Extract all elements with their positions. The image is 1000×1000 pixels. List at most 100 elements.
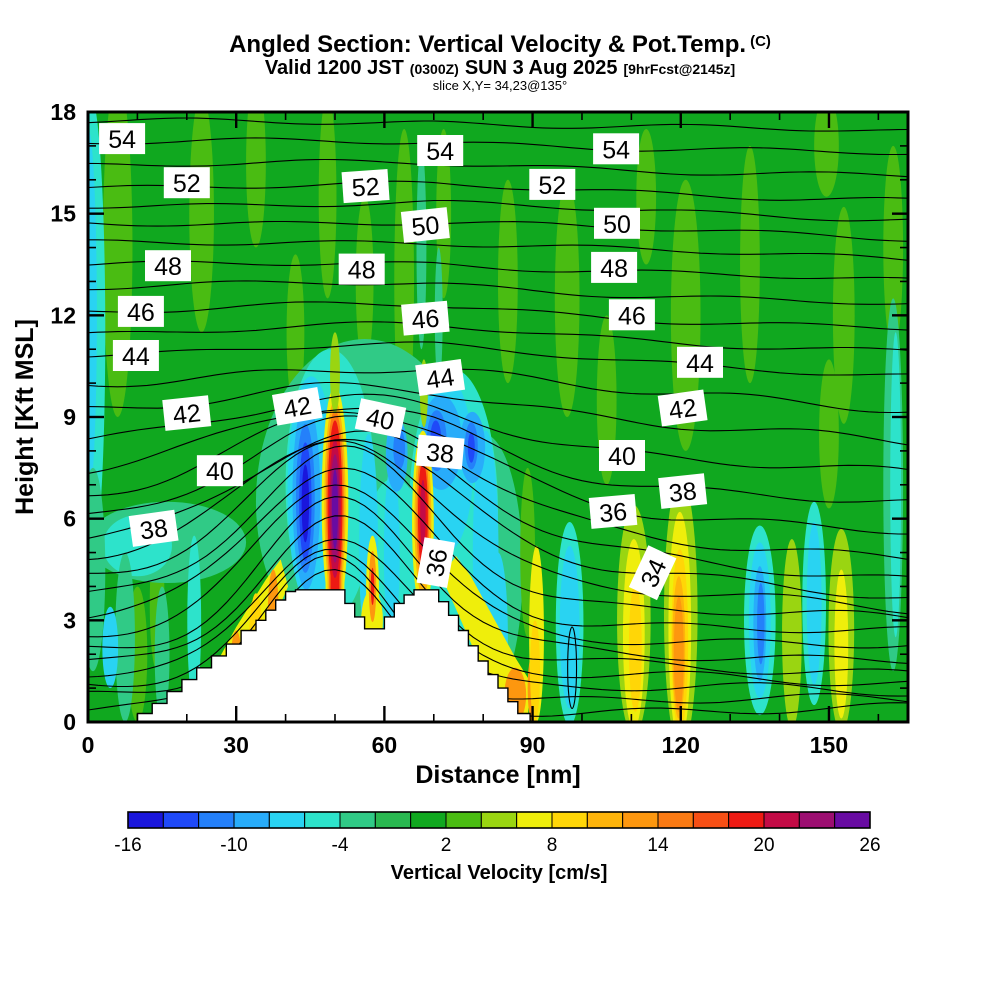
field-blob [246,112,266,248]
isotherm-line [88,368,908,414]
contour-label-box [401,300,450,336]
field-blob [383,464,400,641]
x-tick-label: 150 [810,732,848,758]
contour-label: 38 [415,434,465,470]
isotherm-line [88,199,908,222]
contour-label-box [162,395,212,431]
contour-label-text: 40 [206,458,234,486]
isotherm-line [88,393,908,471]
contour-label-text: 50 [603,211,631,239]
isotherm-line [88,438,908,599]
contour-label-box [677,346,723,378]
terrain-profile [136,589,531,722]
slice-label: slice X,Y= 34,23@135° [432,78,568,93]
field-blob [673,596,684,712]
field-blob [187,535,202,706]
isotherm-line [88,515,908,675]
colorbar-cell [445,811,482,829]
colorbar-tick-label: 26 [859,835,880,856]
contour-label-text: 36 [421,547,453,579]
colorbar-cell [304,811,341,829]
field-blob [782,539,802,722]
contour-label-text: 44 [686,350,714,378]
x-tick-label: 0 [82,732,95,758]
contour-label-box [628,545,677,601]
isotherm-line [88,117,908,132]
field-blob [331,469,339,550]
page-title: Angled Section: Vertical Velocity & Pot.… [0,31,1000,59]
isotherm-line [88,341,908,376]
field-blob [420,479,426,551]
field-blob [154,586,170,722]
contour-label-text: 44 [122,343,150,371]
field-blob [554,179,580,417]
colorbar-cell [834,811,871,829]
x-axis-title: Distance [nm] [415,761,580,789]
colorbar-border [127,811,871,829]
isotherm-closed-oval [567,626,578,709]
contour-label-box [417,135,464,166]
isotherm-line [88,411,908,535]
colorbar-tick-label: -10 [220,835,247,856]
colorbar: -16 -10 -4 2 8 14 20 26 [114,811,881,856]
y-tick-label: 3 [63,607,76,633]
isotherm-line [88,260,908,280]
contour-label-text: 44 [425,363,457,395]
contour-label: 52 [529,168,576,200]
valid-time: Valid 1200 JST [264,57,404,79]
contour-label: 48 [338,253,385,285]
y-tick-label: 18 [50,99,76,125]
y-tick-label: 15 [50,201,76,227]
field-blob [890,332,902,638]
contour-label-text: 38 [425,438,455,468]
contour-label-text: 40 [364,403,397,436]
contour-label-box [99,123,146,155]
colorbar-cell [763,811,800,829]
contour-label-box [415,434,465,470]
title-unit: (C) [750,33,771,50]
isotherm-line [88,430,908,577]
colorbar-cell [657,811,694,829]
colorbar-cell [127,811,164,829]
subtitle: Valid 1200 JST (0300Z) SUN 3 Aug 2025 [9hrF… [0,57,1000,80]
contour-label-box [593,133,640,165]
field-blob [189,112,214,333]
colorbar-tick-label: -16 [114,835,141,856]
contour-label-box [196,455,243,487]
colorbar-cell [480,811,518,829]
contour-label-text: 54 [602,136,630,164]
colorbar-cell [374,811,412,829]
contour-label-text: 52 [173,170,201,198]
contour-label: 40 [354,398,407,439]
plot-area: 0 30 60 90 120 150036912151854524846444240385… [50,99,910,758]
contour-label-text: 42 [172,399,203,430]
x-tick-label: 120 [662,732,700,758]
isotherm-line [88,239,908,261]
contour-label: 44 [112,340,159,371]
isotherm-line [88,381,908,446]
isotherm-line [88,484,908,649]
contour-label-text: 38 [138,514,169,546]
contour-label-text: 36 [598,498,628,528]
contour-label-text: 38 [668,477,699,508]
field-blob [814,112,839,197]
contour-label-box [594,207,640,239]
isotherm-line [88,220,908,242]
contour-label: 38 [658,473,708,509]
contour-label: 46 [608,299,655,331]
contour-label-box [400,207,450,243]
contour-label: 52 [341,169,390,204]
colorbar-tick-label: 8 [547,835,558,856]
contour-label-text: 48 [348,257,376,285]
contour-label-text: 48 [600,255,628,283]
contour-label-box [341,169,390,204]
y-tick-label: 9 [63,404,76,430]
isotherm-line [88,158,908,178]
field-blob [318,112,337,299]
field-blob [636,128,657,265]
contour-label-box [117,295,164,327]
contour-label-box [415,358,466,397]
colorbar-tick-label: 20 [753,835,774,856]
contour-label-box [128,509,179,547]
field-blob [88,467,106,672]
